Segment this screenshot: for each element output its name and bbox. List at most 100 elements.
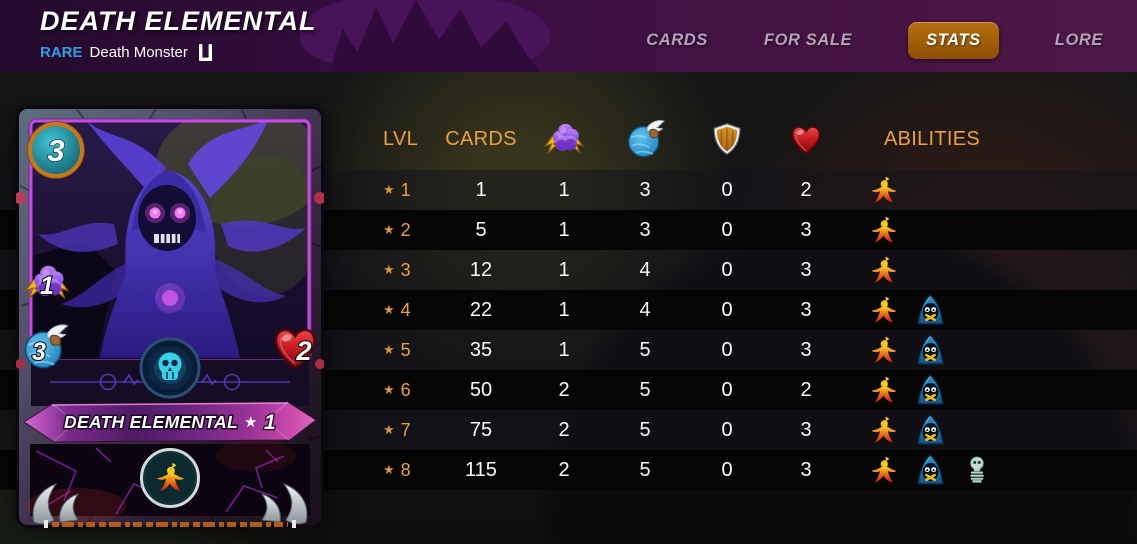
abilities-cell [867,370,1117,410]
page-header: DEATH ELEMENTAL RARE Death Monster CARDS… [0,0,1137,72]
star-icon: ★ [383,222,395,237]
speed-cell: 5 [639,378,651,401]
armor-cell: 0 [721,378,733,401]
silence-icon [914,453,947,487]
card-subtitle: RARE Death Monster [40,44,212,61]
speed-cell: 4 [639,258,651,281]
card-name-banner: DEATH ELEMENTAL ★ 1 [23,401,317,443]
card-mana-value: 3 [47,133,64,168]
cards-cell: 5 [475,218,487,241]
card-speed-value: 3 [32,338,46,366]
card-level: 1 [264,411,276,434]
health-cell: 3 [800,258,812,281]
speed-cell: 4 [639,298,651,321]
star-icon: ★ [383,182,395,197]
card-type-label: Death Monster [89,44,188,61]
speed-cell: 5 [639,418,651,441]
star-icon: ★ [383,342,395,357]
abilities-cell [867,210,1117,250]
armor-cell: 0 [721,338,733,361]
silence-icon [914,293,947,327]
armor-cell: 0 [721,418,733,441]
tab-stats[interactable]: STATS [908,22,999,59]
magic-cell: 2 [558,458,570,481]
armor-cell: 0 [721,298,733,321]
health-cell: 3 [800,218,812,241]
magic-cell: 2 [558,378,570,401]
level-cell: ★ 8 [383,459,411,480]
silence-icon [914,373,947,407]
abilities-cell [867,250,1117,290]
affliction-icon [867,174,900,207]
cards-cell: 12 [469,258,493,281]
level-cell: ★ 4 [383,299,411,320]
star-icon: ★ [383,462,395,477]
abilities-header: ABILITIES [884,127,981,150]
stats-table-header: LVL CARDS ABILITIES [0,112,1137,166]
star-icon: ★ [383,382,395,397]
affliction-icon [867,294,900,327]
abilities-cell [867,410,1117,450]
health-cell: 2 [800,178,812,201]
card-name: DEATH ELEMENTAL [64,412,238,432]
card-level-star-icon: ★ [244,414,257,431]
health-cell: 3 [800,298,812,321]
magic-cell: 1 [558,218,570,241]
card-flavor-scribble [44,520,296,529]
level-cell: ★ 7 [383,419,411,440]
level-cell: ★ 3 [383,259,411,280]
star-icon: ★ [383,302,395,317]
tab-bar: CARDS FOR SALE STATS LORE [646,22,1103,59]
abilities-cell [867,450,1117,490]
death-splinter-emblem [139,337,201,399]
silence-icon [914,333,947,367]
level-cell: ★ 1 [383,179,411,200]
cards-cell: 35 [469,338,493,361]
card-mana-cost: 3 [27,121,85,179]
card-ability-affliction-icon [140,448,200,508]
cards-cell: 50 [469,378,493,401]
speed-cell: 3 [639,218,651,241]
armor-cell: 0 [721,458,733,481]
magic-cell: 2 [558,418,570,441]
health-cell: 3 [800,418,812,441]
tab-lore[interactable]: LORE [1054,31,1103,49]
affliction-icon [867,334,900,367]
card-art [28,118,312,364]
health-icon [787,112,825,166]
tab-for-sale[interactable]: FOR SALE [763,31,853,49]
rarity-label: RARE [40,44,83,61]
star-icon: ★ [383,422,395,437]
abilities-cell [867,290,1117,330]
cards-cell: 115 [465,458,497,481]
magic-cell: 1 [558,338,570,361]
armor-cell: 0 [721,258,733,281]
affliction-icon [867,374,900,407]
untamed-edition-icon [198,44,212,61]
magic-attack-icon [541,112,587,166]
abilities-cell [867,170,1117,210]
speed-icon [624,112,666,166]
silence-icon [914,413,947,447]
tab-cards[interactable]: CARDS [646,31,708,49]
page-title: DEATH ELEMENTAL [40,6,317,36]
claw-ornament [32,482,80,525]
magic-cell: 1 [558,298,570,321]
magic-cell: 1 [558,258,570,281]
speed-cell: 5 [639,458,651,481]
weaken-icon [961,454,994,487]
abilities-cell [867,330,1117,370]
health-cell: 3 [800,338,812,361]
armor-cell: 0 [721,178,733,201]
level-cell: ★ 5 [383,339,411,360]
cards-cell: 22 [469,298,493,321]
cards-header: CARDS [445,127,517,150]
level-cell: ★ 2 [383,219,411,240]
lvl-header: LVL [383,127,419,150]
health-cell: 3 [800,458,812,481]
health-cell: 2 [800,378,812,401]
magic-cell: 1 [558,178,570,201]
affliction-icon [867,214,900,247]
card-magic-value: 1 [40,272,54,300]
